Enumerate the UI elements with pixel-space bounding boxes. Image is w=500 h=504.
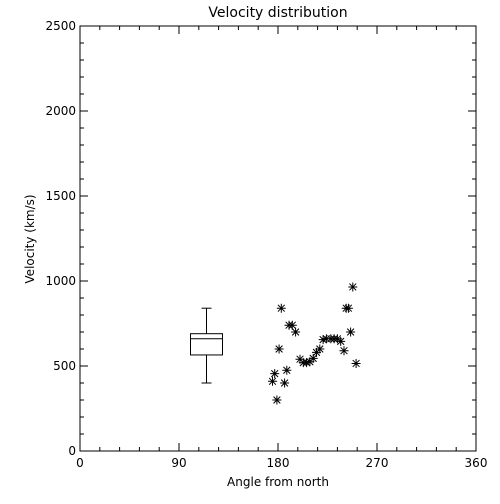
asterisk-marker: [346, 327, 356, 337]
asterisk-marker: [274, 344, 284, 354]
asterisk-marker: [270, 369, 280, 379]
data-point: [268, 376, 277, 386]
y-tick-label: 1000: [45, 274, 76, 288]
chart-title: Velocity distribution: [208, 5, 347, 21]
asterisk-marker: [339, 346, 349, 356]
x-tick-label: 0: [76, 456, 84, 470]
data-point: [315, 344, 325, 354]
data-point: [339, 346, 349, 356]
asterisk-marker: [291, 327, 301, 337]
x-axis-label: Angle from north: [227, 475, 329, 489]
asterisk-marker: [287, 320, 297, 330]
asterisk-marker: [276, 303, 286, 313]
asterisk-marker: [348, 282, 358, 292]
data-point: [270, 369, 280, 379]
data-point: [282, 365, 292, 375]
asterisk-marker: [343, 303, 353, 313]
asterisk-marker: [332, 334, 342, 344]
data-point: [274, 344, 284, 354]
data-point: [343, 303, 353, 313]
box-plot: [190, 307, 223, 384]
data-point: [346, 327, 356, 337]
axes: 0 90 180 270 360 0 500 1000 1500 2000 2500: [45, 19, 487, 470]
x-tick-label: 180: [267, 456, 290, 470]
data-point: [318, 335, 328, 345]
asterisk-marker: [308, 353, 318, 363]
data-point: [302, 358, 312, 368]
asterisk-marker: [302, 358, 312, 368]
data-point: [276, 303, 286, 313]
data-point: [351, 358, 361, 368]
data-point: [308, 353, 318, 363]
asterisk-marker: [282, 365, 292, 375]
asterisk-marker: [318, 335, 328, 345]
asterisk-marker: [315, 344, 325, 354]
y-tick-label: 1500: [45, 189, 76, 203]
data-point: [280, 378, 290, 388]
data-point: [287, 320, 297, 330]
y-tick-label: 500: [53, 359, 76, 373]
data-points: [268, 282, 361, 405]
data-point: [291, 327, 301, 337]
x-tick-label: 360: [465, 456, 488, 470]
data-point: [336, 336, 346, 346]
y-tick-label: 0: [68, 444, 76, 458]
y-axis-label: Velocity (km/s): [23, 194, 37, 283]
plot-frame: [79, 25, 477, 452]
asterisk-marker: [272, 395, 282, 405]
asterisk-marker: [268, 376, 277, 386]
asterisk-marker: [280, 378, 290, 388]
iqr-box: [190, 333, 223, 356]
data-point: [332, 334, 342, 344]
asterisk-marker: [336, 336, 346, 346]
data-point: [348, 282, 358, 292]
x-tick-label: 90: [171, 456, 186, 470]
y-tick-label: 2000: [45, 104, 76, 118]
asterisk-marker: [351, 358, 361, 368]
x-tick-label: 270: [366, 456, 389, 470]
y-tick-label: 2500: [45, 19, 76, 33]
data-point: [272, 395, 282, 405]
